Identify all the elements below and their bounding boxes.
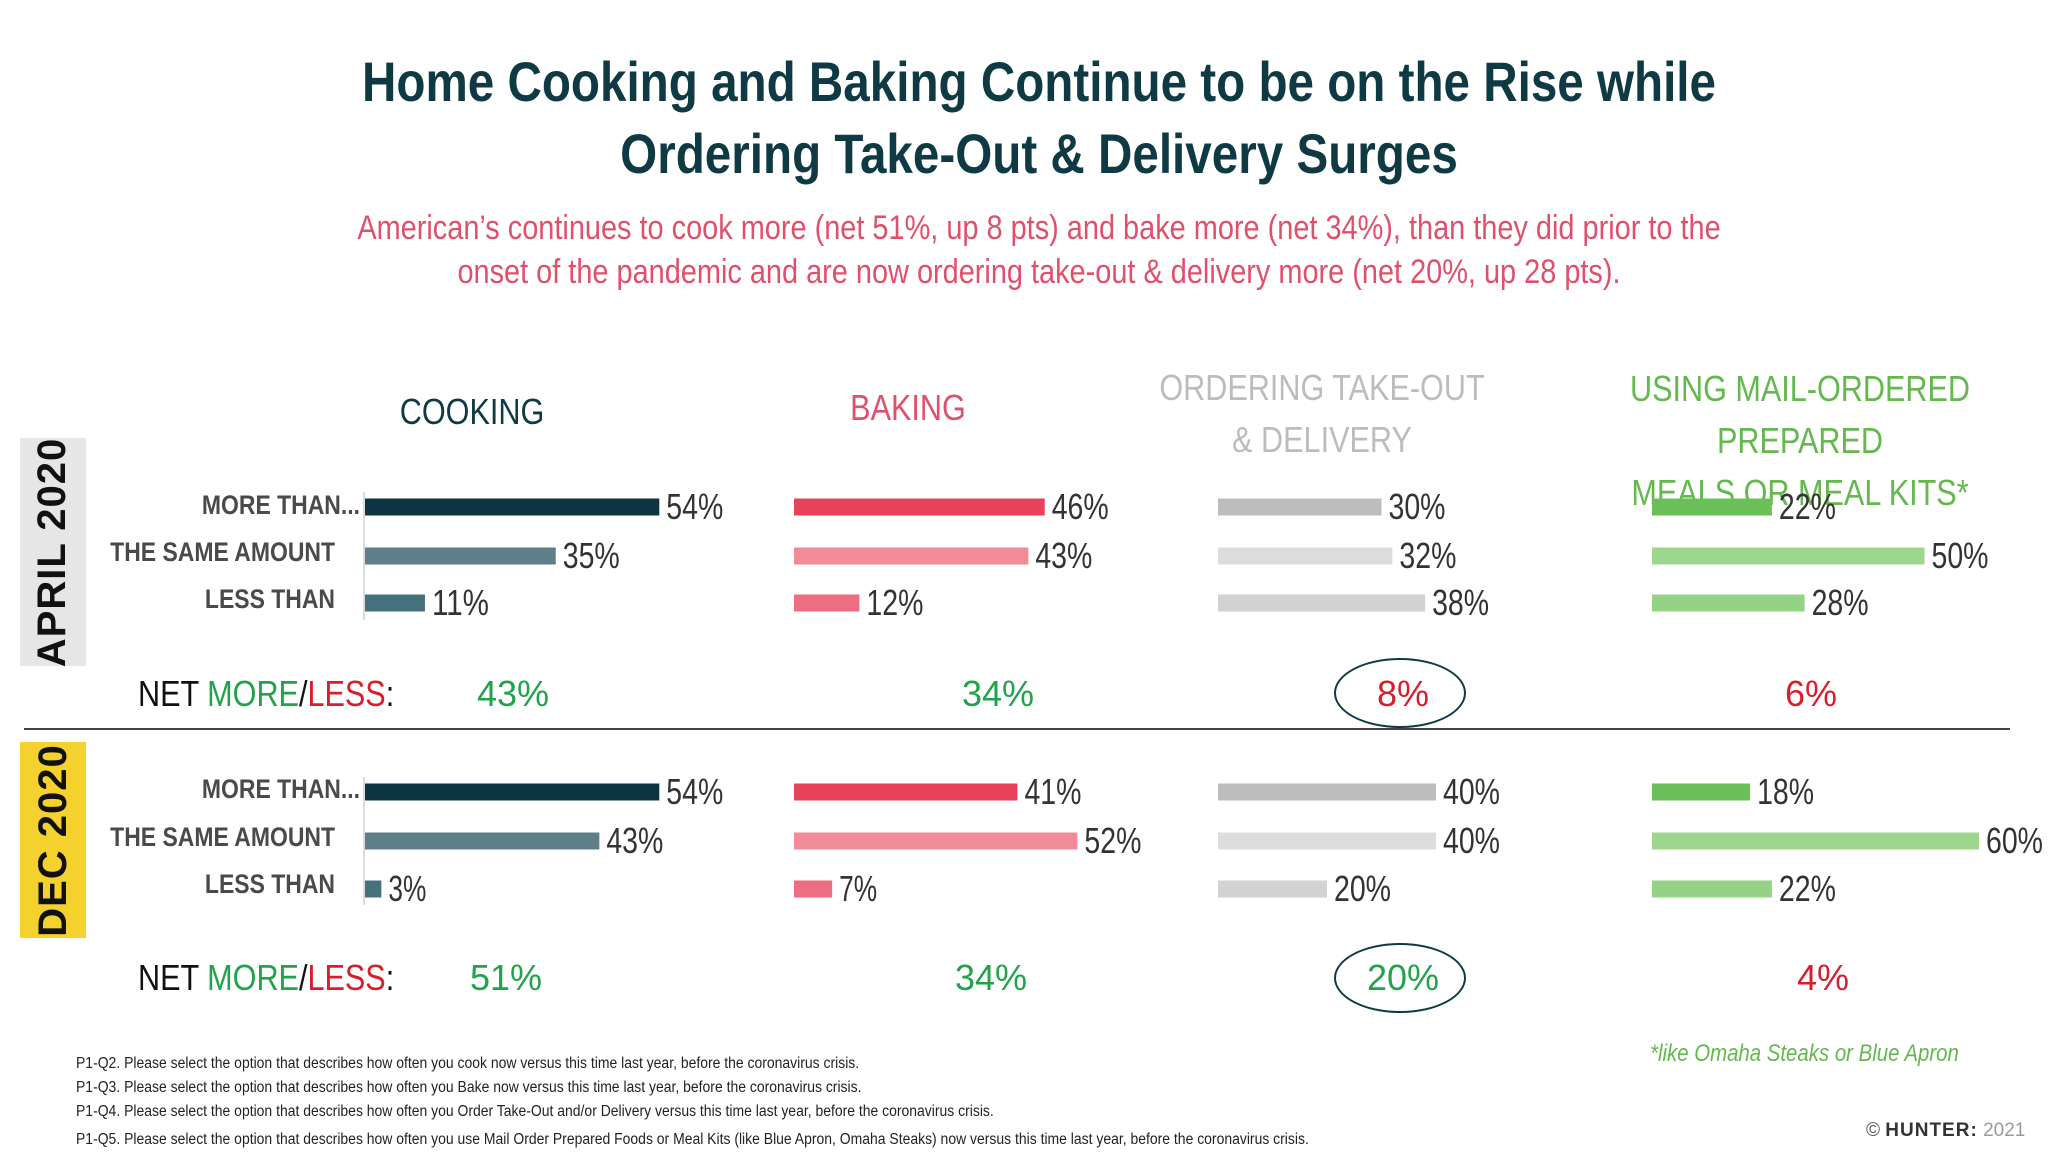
subtitle-line-2: onset of the pandemic and are now orderi… [457, 253, 1621, 291]
column-header-cooking: COOKING [399, 391, 545, 432]
net-label-dec: NET MORE/LESS: [138, 957, 395, 998]
title-line-1: Home Cooking and Baking Continue to be o… [361, 50, 1717, 113]
bar-mail-more-april [1652, 498, 1772, 516]
bar-baking-more-dec [794, 783, 1018, 801]
bar-takeout-less-april [1218, 594, 1426, 612]
hunter-logo: HUNTER: [1885, 1120, 1978, 1141]
subtitle: American’s continues to cook more (net 5… [156, 206, 1922, 294]
bar-cooking-same-dec [365, 832, 600, 850]
bar-takeout-more-dec [1218, 783, 1436, 801]
net-highlight-oval-april [1334, 658, 1466, 728]
net-value-cooking-dec: 51% [469, 957, 543, 998]
row-label-less-april: LESS THAN [204, 584, 335, 614]
period-divider [24, 728, 2010, 730]
footnote-q2: P1-Q2. Please select the option that des… [76, 1055, 860, 1072]
label-mail-more-dec: 18% [1757, 771, 1814, 812]
label-mail-same-dec: 60% [1986, 820, 2043, 861]
bar-takeout-less-dec [1218, 880, 1327, 898]
label-takeout-less-april: 38% [1432, 582, 1489, 623]
label-baking-more-april: 46% [1052, 486, 1109, 527]
bar-mail-more-dec [1652, 783, 1751, 801]
row-label-more-dec: MORE THAN... [201, 774, 360, 804]
net-value-baking-april: 34% [961, 673, 1035, 714]
row-label-same-dec: THE SAME AMOUNT [110, 822, 335, 852]
label-baking-more-dec: 41% [1024, 771, 1081, 812]
column-header-takeout-line-2: & DELIVERY [1232, 419, 1412, 460]
net-value-baking-dec: 34% [954, 957, 1028, 998]
footnote-q3: P1-Q3. Please select the option that des… [76, 1079, 862, 1096]
copyright-symbol: © [1866, 1120, 1880, 1141]
net-highlight-oval-dec [1334, 943, 1466, 1013]
label-baking-same-april: 43% [1035, 535, 1092, 576]
label-cooking-less-dec: 3% [388, 868, 426, 909]
label-baking-less-dec: 7% [839, 868, 877, 909]
net-value-cooking-april: 43% [476, 673, 550, 714]
bar-baking-less-dec [794, 880, 833, 898]
column-header-takeout: ORDERING TAKE-OUT & DELIVERY [1152, 362, 1492, 466]
row-label-same-april: THE SAME AMOUNT [110, 537, 335, 567]
label-cooking-same-dec: 43% [606, 820, 663, 861]
footnote-q5: P1-Q5. Please select the option that des… [76, 1131, 1309, 1148]
label-mail-same-april: 50% [1932, 535, 1989, 576]
period-tag-dec: DEC 2020 [20, 742, 86, 938]
subtitle-line-1: American’s continues to cook more (net 5… [357, 209, 1721, 247]
net-label-april: NET MORE/LESS: [138, 673, 395, 714]
bar-cooking-less-dec [365, 880, 382, 898]
label-mail-less-dec: 22% [1779, 868, 1836, 909]
bar-cooking-more-dec [365, 783, 660, 801]
bar-mail-less-dec [1652, 880, 1772, 898]
net-value-takeout-dec: 20% [1366, 957, 1440, 998]
bar-takeout-same-april [1218, 547, 1393, 565]
label-takeout-more-april: 30% [1389, 486, 1446, 527]
column-header-takeout-line-1: ORDERING TAKE-OUT [1159, 367, 1485, 408]
bar-mail-same-april [1652, 547, 1925, 565]
label-cooking-more-april: 54% [666, 486, 723, 527]
bar-baking-same-april [794, 547, 1029, 565]
bar-baking-same-dec [794, 832, 1078, 850]
net-value-takeout-april: 8% [1376, 673, 1430, 714]
period-tag-april: APRIL 2020 [20, 437, 86, 667]
bar-cooking-same-april [365, 547, 556, 565]
label-cooking-less-april: 11% [432, 582, 489, 623]
bar-mail-same-dec [1652, 832, 1979, 850]
label-baking-less-april: 12% [866, 582, 923, 623]
label-takeout-more-dec: 40% [1443, 771, 1500, 812]
label-mail-less-april: 28% [1812, 582, 1869, 623]
bar-baking-more-april [794, 498, 1045, 516]
label-takeout-less-dec: 20% [1334, 868, 1391, 909]
label-takeout-same-april: 32% [1399, 535, 1456, 576]
label-cooking-more-dec: 54% [666, 771, 723, 812]
label-baking-same-dec: 52% [1084, 820, 1141, 861]
column-header-baking: BAKING [850, 387, 966, 428]
row-label-less-dec: LESS THAN [204, 869, 335, 899]
bar-mail-less-april [1652, 594, 1805, 612]
row-label-more-april: MORE THAN... [201, 490, 360, 520]
bar-takeout-same-dec [1218, 832, 1436, 850]
column-header-mail-line-1: USING MAIL-ORDERED PREPARED [1629, 368, 1971, 461]
copyright: © HUNTER: 2021 [1866, 1120, 2025, 1142]
title-line-2: Ordering Take-Out & Delivery Surges [620, 122, 1458, 185]
label-mail-more-april: 22% [1779, 486, 1836, 527]
bar-cooking-more-april [365, 498, 660, 516]
label-takeout-same-dec: 40% [1443, 820, 1500, 861]
copyright-year: 2021 [1983, 1120, 2026, 1141]
bar-takeout-more-april [1218, 498, 1382, 516]
meal-kit-example-note: *like Omaha Steaks or Blue Apron [1650, 1040, 1959, 1067]
bar-baking-less-april [794, 594, 860, 612]
bar-cooking-less-april [365, 594, 425, 612]
page-title: Home Cooking and Baking Continue to be o… [156, 46, 1922, 190]
net-value-mail-dec: 4% [1796, 957, 1850, 998]
label-cooking-same-april: 35% [563, 535, 620, 576]
footnote-q4: P1-Q4. Please select the option that des… [76, 1103, 994, 1120]
net-value-mail-april: 6% [1784, 673, 1838, 714]
column-header-mail: USING MAIL-ORDERED PREPARED MEALS OR MEA… [1545, 363, 2048, 519]
